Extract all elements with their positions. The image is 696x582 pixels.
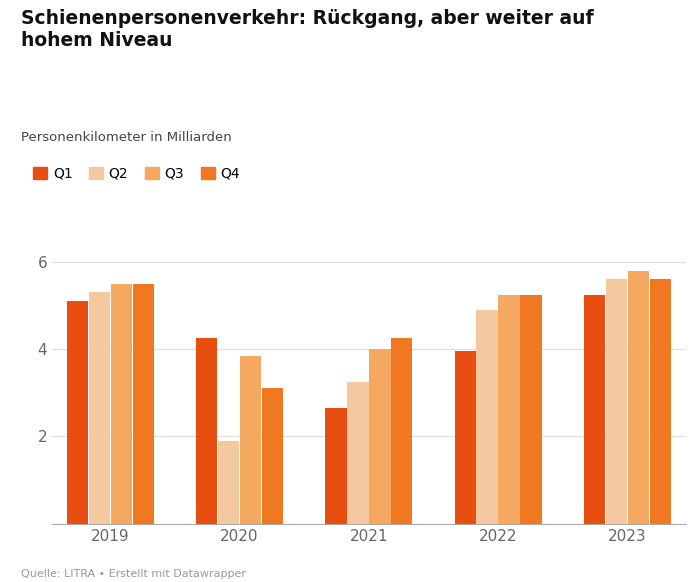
Bar (477, 310, 498, 524)
Bar (218, 441, 239, 524)
Bar (111, 283, 132, 524)
Bar (498, 294, 520, 524)
Text: Personenkilometer in Milliarden: Personenkilometer in Milliarden (21, 131, 232, 144)
Bar (369, 349, 390, 524)
Bar (606, 279, 627, 524)
Text: Schienenpersonenverkehr: Rückgang, aber weiter auf
hohem Niveau: Schienenpersonenverkehr: Rückgang, aber … (21, 9, 594, 51)
Bar (628, 271, 649, 524)
Bar (454, 352, 476, 524)
Bar (649, 279, 671, 524)
Bar (521, 294, 541, 524)
Bar (240, 356, 261, 524)
Bar (391, 338, 413, 524)
Text: Quelle: LITRA • Erstellt mit Datawrapper: Quelle: LITRA • Erstellt mit Datawrapper (21, 569, 246, 579)
Bar (584, 294, 605, 524)
Bar (262, 389, 283, 524)
Bar (347, 382, 369, 524)
Bar (67, 301, 88, 524)
Bar (196, 338, 217, 524)
Bar (88, 292, 110, 524)
Legend: Q1, Q2, Q3, Q4: Q1, Q2, Q3, Q4 (28, 161, 245, 186)
Bar (133, 283, 154, 524)
Bar (325, 408, 347, 524)
